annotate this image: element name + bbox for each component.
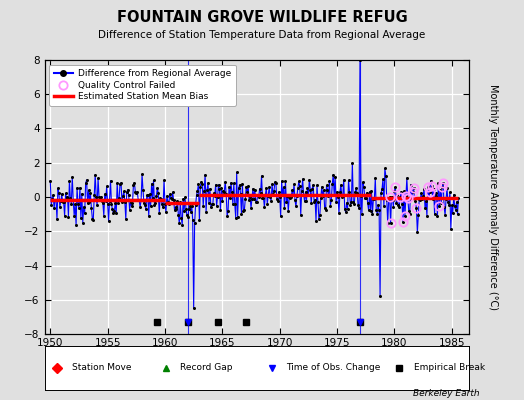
Text: Record Gap: Record Gap — [180, 364, 233, 372]
Text: Time of Obs. Change: Time of Obs. Change — [287, 364, 381, 372]
Y-axis label: Monthly Temperature Anomaly Difference (°C): Monthly Temperature Anomaly Difference (… — [488, 84, 498, 310]
Text: Empirical Break: Empirical Break — [414, 364, 485, 372]
Text: Difference of Station Temperature Data from Regional Average: Difference of Station Temperature Data f… — [99, 30, 425, 40]
Text: Berkeley Earth: Berkeley Earth — [413, 389, 479, 398]
Text: FOUNTAIN GROVE WILDLIFE REFUG: FOUNTAIN GROVE WILDLIFE REFUG — [117, 10, 407, 25]
Legend: Difference from Regional Average, Quality Control Failed, Estimated Station Mean: Difference from Regional Average, Qualit… — [49, 64, 236, 106]
Text: Station Move: Station Move — [72, 364, 132, 372]
